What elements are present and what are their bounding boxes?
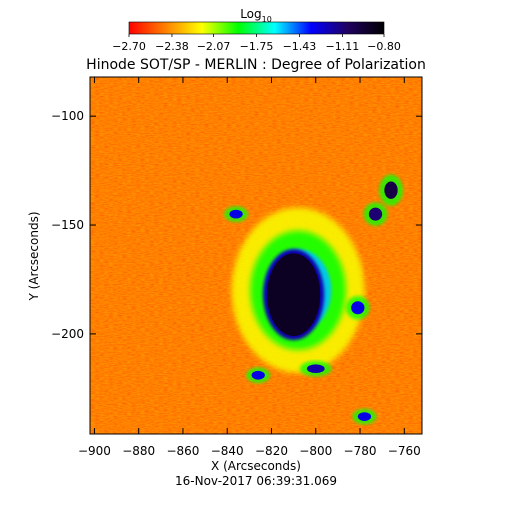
colorbar-tick-label: −2.07: [197, 40, 231, 53]
feature-patch: [352, 408, 377, 425]
colorbar-tick-label: −0.80: [367, 40, 401, 53]
x-tick-label: −840: [211, 444, 244, 458]
colorbar-tick-label: −1.43: [283, 40, 317, 53]
colorbar-tick-label: −2.70: [112, 40, 146, 53]
y-tick-label: −100: [51, 109, 84, 123]
plot-area: [90, 77, 422, 434]
timestamp: 16-Nov-2017 06:39:31.069: [175, 474, 337, 488]
y-axis-ticks: −100 −150 −200: [51, 109, 422, 341]
chart-title: Hinode SOT/SP - MERLIN : Degree of Polar…: [86, 57, 426, 73]
colorbar-tick-label: −1.75: [240, 40, 274, 53]
x-axis-ticks: −900 −880 −860 −840 −820 −800 −780 −760: [78, 77, 421, 458]
x-tick-label: −820: [255, 444, 288, 458]
feature-core: [263, 249, 325, 341]
feature-patch: [363, 202, 388, 226]
feature-patch: [246, 367, 271, 384]
feature-patch: [379, 174, 403, 206]
colorbar-gradient: [128, 21, 385, 35]
colorbar-tick-label: −1.11: [326, 40, 360, 53]
x-tick-label: −760: [388, 444, 421, 458]
plot-frame: [89, 76, 423, 435]
colorbar-label: Log10: [240, 7, 272, 24]
feature-patch: [224, 206, 249, 222]
polarization-features: [224, 174, 403, 425]
y-tick-label: −200: [51, 327, 84, 341]
x-tick-label: −800: [299, 444, 332, 458]
y-axis-label: Y (Arcseconds): [27, 211, 41, 301]
y-tick-label: −150: [51, 218, 84, 232]
x-tick-label: −880: [122, 444, 155, 458]
colorbar-tick-label: −2.38: [155, 40, 189, 53]
x-tick-label: −780: [344, 444, 377, 458]
feature-patch: [299, 360, 332, 377]
feature-patch: [345, 295, 370, 320]
colorbar-ticks: −2.70 −2.38 −2.07 −1.75 −1.43 −1.11 −0.80: [112, 34, 401, 53]
colorbar: Log10 −2.70 −2.38 −2.07 −1.75 −1.43 −1.11 −0.8…: [112, 7, 401, 53]
x-axis-label: X (Arcseconds): [211, 459, 301, 473]
x-tick-label: −860: [166, 444, 199, 458]
x-tick-label: −900: [78, 444, 111, 458]
